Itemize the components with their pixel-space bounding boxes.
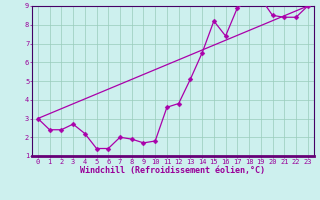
X-axis label: Windchill (Refroidissement éolien,°C): Windchill (Refroidissement éolien,°C) xyxy=(80,166,265,175)
